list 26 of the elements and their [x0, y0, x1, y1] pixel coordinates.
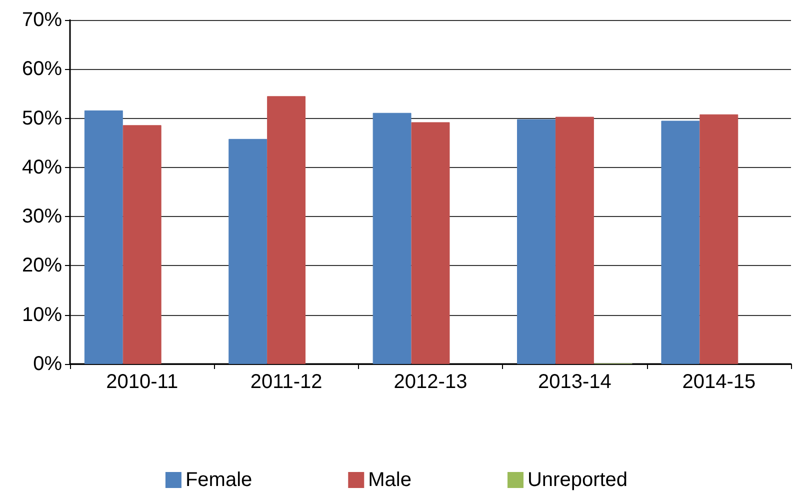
x-tick-label: 2011-12: [250, 371, 322, 393]
x-tick-label: 2010-11: [106, 371, 178, 393]
bar: [372, 112, 412, 364]
x-tick-label: 2014-15: [682, 371, 756, 393]
bar: [700, 114, 738, 364]
y-tick-label: 40%: [22, 156, 62, 178]
legend-label: Unreported: [527, 469, 628, 491]
y-tick-label: 20%: [22, 254, 62, 277]
bar: [84, 110, 123, 364]
bar: [122, 125, 162, 364]
y-tick-label: 50%: [22, 107, 62, 130]
bar: [228, 138, 268, 364]
y-tick-label: 10%: [22, 304, 62, 326]
bar: [555, 116, 594, 364]
legend-label: Female: [185, 469, 252, 491]
bar: [411, 122, 450, 364]
y-tick-label: 0%: [33, 353, 62, 375]
x-tick-label: 2013-14: [538, 371, 612, 393]
y-tick-label: 70%: [22, 9, 62, 31]
y-tick-label: 30%: [22, 206, 62, 228]
legend-label: Male: [368, 469, 412, 491]
bar: [517, 119, 556, 364]
bar: [267, 96, 306, 364]
x-tick-label: 2012-13: [394, 371, 468, 393]
bar: [661, 120, 700, 364]
y-tick-label: 60%: [22, 58, 62, 80]
